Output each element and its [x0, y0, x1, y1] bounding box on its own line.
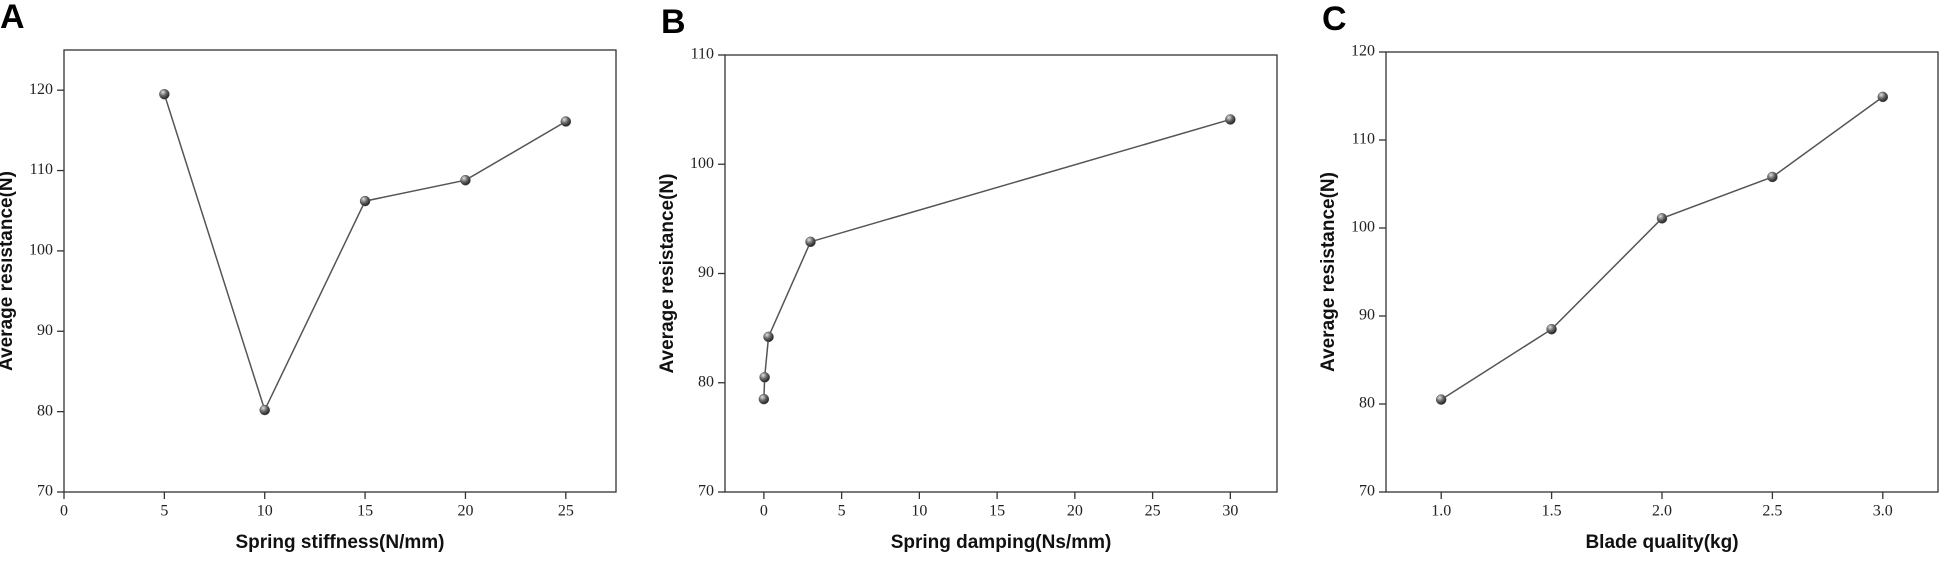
- x-tick-label: 2.0: [1652, 503, 1672, 520]
- panel-label: B: [661, 3, 686, 41]
- x-tick-label: 25: [1145, 503, 1161, 520]
- x-tick-label: 25: [558, 503, 574, 520]
- y-tick-label: 110: [30, 161, 53, 178]
- panel: B 70 80 90 100 110 0 5 10 15 20 25 30 Spring damping(…: [657, 3, 1278, 553]
- x-tick-label: 5: [160, 503, 168, 520]
- y-axis-label: Average resistance(N): [657, 174, 678, 374]
- panel: A 70 80 90 100 110 120 0 5 10 15 20 25 Spring stiffne…: [0, 0, 617, 553]
- panel: C 70 80 90 100 110 120 1.0 1.5 2.0 2.5 3.0 Blade qua…: [1318, 0, 1939, 553]
- panel-label: A: [0, 0, 25, 36]
- plot-frame: [724, 54, 1278, 493]
- x-tick-label: 15: [989, 503, 1005, 520]
- x-tick-label: 20: [1067, 503, 1083, 520]
- y-tick-label: 80: [1359, 395, 1375, 412]
- point: [1435, 394, 1447, 405]
- point: [259, 404, 270, 416]
- x-tick-label: 10: [911, 503, 927, 520]
- y-tick-label: 120: [1351, 43, 1375, 60]
- point: [763, 331, 774, 343]
- y-tick-label: 100: [1351, 219, 1375, 236]
- point: [759, 372, 770, 383]
- x-tick-label: 30: [1222, 503, 1238, 520]
- plot-frame: [63, 49, 617, 493]
- x-tick-label: 0: [760, 503, 768, 520]
- x-axis-label: Spring stiffness(N/mm): [235, 532, 444, 553]
- y-tick-label: 70: [1359, 483, 1375, 500]
- y-tick-label: 100: [29, 242, 53, 259]
- x-axis-label: Spring damping(Ns/mm): [891, 532, 1112, 553]
- point: [805, 236, 816, 248]
- line: [1440, 96, 1884, 401]
- y-tick-label: 110: [691, 46, 714, 63]
- line: [163, 93, 567, 413]
- line: [763, 118, 1231, 400]
- point: [1767, 171, 1778, 183]
- y-tick-label: 110: [1352, 131, 1375, 148]
- point: [1225, 114, 1236, 125]
- point: [460, 174, 471, 186]
- x-tick-label: 5: [838, 503, 846, 520]
- y-axis-label: Average resistance(N): [0, 171, 17, 371]
- point: [758, 393, 770, 405]
- plot-frame: [1385, 51, 1939, 493]
- x-tick-label: 3.0: [1873, 503, 1893, 520]
- point: [359, 195, 371, 207]
- x-tick-label: 10: [257, 503, 273, 520]
- x-tick-label: 20: [457, 503, 473, 520]
- x-axis-label: Blade quality(kg): [1585, 532, 1738, 553]
- y-tick-label: 70: [698, 483, 714, 500]
- point: [1877, 91, 1889, 103]
- y-axis-label: Average resistance(N): [1318, 172, 1339, 372]
- x-tick-label: 15: [357, 503, 373, 520]
- x-tick-label: 0: [60, 503, 68, 520]
- y-tick-label: 90: [37, 322, 53, 339]
- point: [1656, 213, 1668, 224]
- x-tick-label: 1.0: [1431, 503, 1451, 520]
- point: [560, 116, 572, 127]
- y-tick-label: 120: [29, 81, 53, 98]
- y-tick-label: 80: [37, 402, 53, 419]
- point: [159, 88, 170, 100]
- y-tick-label: 80: [698, 373, 714, 390]
- x-tick-label: 2.5: [1762, 503, 1782, 520]
- y-tick-label: 90: [698, 264, 714, 281]
- panel-label: C: [1322, 0, 1347, 38]
- y-tick-label: 100: [690, 155, 714, 172]
- point: [1546, 323, 1557, 335]
- y-tick-label: 70: [37, 483, 53, 500]
- x-tick-label: 1.5: [1542, 503, 1562, 520]
- y-tick-label: 90: [1359, 307, 1375, 324]
